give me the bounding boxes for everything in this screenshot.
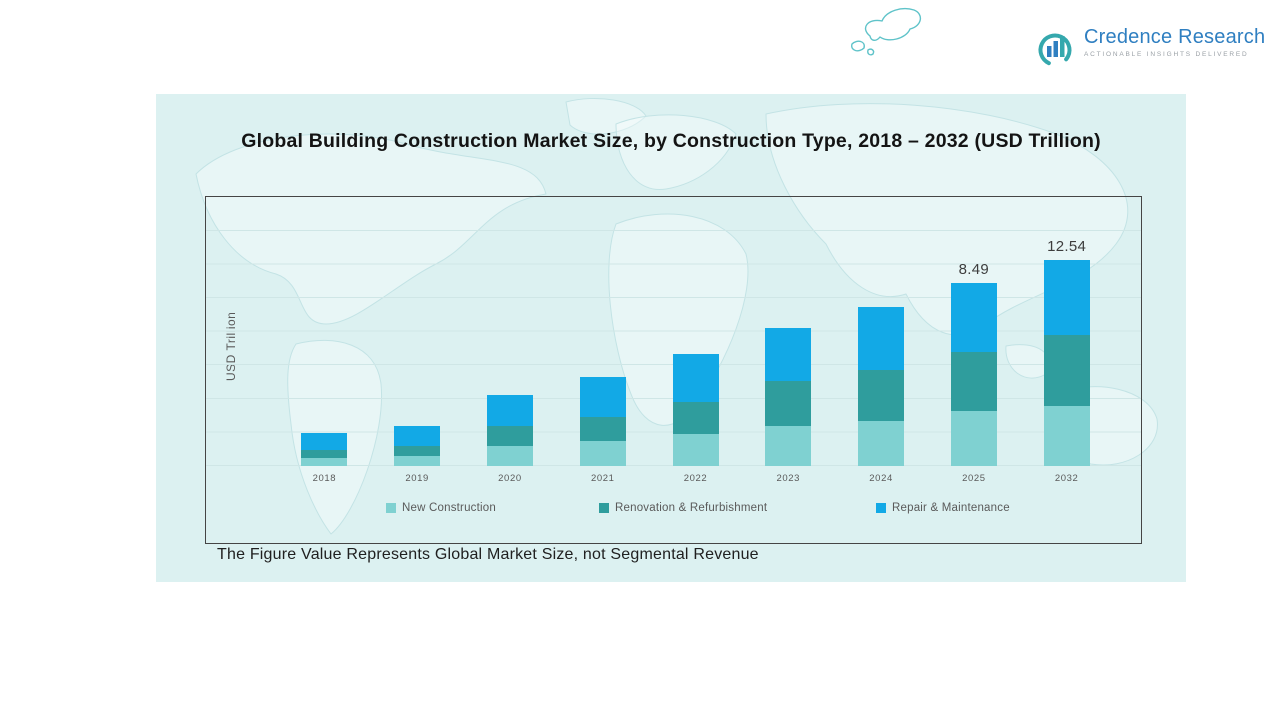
segment-repair-maintenance — [950, 283, 997, 352]
segment-repair-maintenance — [486, 395, 533, 427]
stacked-bar-2018 — [301, 433, 348, 466]
legend-swatch — [386, 503, 396, 513]
stacked-bar-2025 — [950, 283, 997, 466]
x-tick-2023: 2023 — [776, 473, 801, 484]
segment-new-construction — [765, 426, 812, 466]
segment-new-construction — [486, 446, 533, 466]
map-fragment-icon — [851, 7, 921, 56]
legend-item-repair-maintenance: Repair & Maintenance — [876, 502, 1010, 514]
legend: New Construction Renovation & Refurbishme… — [206, 502, 1141, 522]
stacked-bar-2032 — [1043, 259, 1090, 466]
bar-column-2021 — [556, 197, 649, 466]
x-tick-2032: 2032 — [1054, 473, 1079, 484]
logo-text-block: Credence Research Actionable Insights De… — [1084, 26, 1265, 58]
credence-logo-icon — [1038, 33, 1072, 67]
x-axis-labels: 2018 2019 2020 2021 2022 2023 2024 2025 2032 — [278, 473, 1113, 484]
segment-renovation-refurbishment — [301, 450, 348, 458]
x-tick-2025: 2025 — [962, 473, 986, 484]
stacked-bar-2024 — [858, 307, 905, 466]
segment-new-construction — [1043, 406, 1090, 466]
segment-repair-maintenance — [858, 307, 905, 370]
chart-title: Global Building Construction Market Size… — [241, 130, 1101, 152]
segment-repair-maintenance — [579, 376, 626, 417]
segment-renovation-refurbishment — [394, 446, 441, 457]
segment-new-construction — [672, 434, 719, 466]
logo-company-name: Credence Research — [1084, 26, 1266, 48]
data-label-2032: 12.54 — [1047, 237, 1087, 255]
stacked-bar-2019 — [394, 426, 441, 466]
x-tick-2018: 2018 — [312, 473, 337, 484]
stacked-bar-2021 — [579, 376, 626, 466]
segment-new-construction — [394, 456, 441, 466]
plot-area: 8.49 12.54 — [278, 197, 1113, 466]
bar-column-2024 — [835, 197, 928, 466]
segment-renovation-refurbishment — [1043, 335, 1090, 407]
bar-column-2020 — [464, 197, 557, 466]
bar-column-2025: 8.49 — [927, 197, 1020, 466]
data-label-2025: 8.49 — [958, 261, 990, 279]
footnote: The Figure Value Represents Global Marke… — [217, 546, 759, 563]
bar-column-2023 — [742, 197, 835, 466]
x-tick-2022: 2022 — [683, 473, 708, 484]
legend-swatch — [876, 503, 886, 513]
legend-item-new-construction: New Construction — [386, 502, 496, 514]
segment-repair-maintenance — [1043, 259, 1090, 336]
x-tick-2020: 2020 — [498, 473, 522, 484]
chart-panel: Global Building Construction Market Size… — [156, 94, 1186, 582]
segment-repair-maintenance — [394, 426, 441, 447]
bar-column-2032: 12.54 — [1020, 197, 1113, 466]
legend-item-renovation-refurbishment: Renovation & Refurbishment — [599, 502, 767, 514]
stacked-bar-2020 — [486, 395, 533, 466]
bar-column-2022 — [649, 197, 742, 466]
segment-repair-maintenance — [301, 433, 348, 450]
segment-renovation-refurbishment — [579, 416, 626, 442]
x-tick-2024: 2024 — [869, 473, 893, 484]
segment-renovation-refurbishment — [765, 381, 812, 427]
legend-label: New Construction — [402, 502, 496, 514]
segment-new-construction — [579, 441, 626, 466]
bar-column-2019 — [371, 197, 464, 466]
segment-renovation-refurbishment — [672, 401, 719, 435]
x-tick-2021: 2021 — [590, 473, 615, 484]
segment-renovation-refurbishment — [858, 369, 905, 422]
logo-tagline: Actionable Insights Delivered — [1084, 51, 1249, 58]
segment-new-construction — [950, 411, 997, 466]
legend-swatch — [599, 503, 609, 513]
segment-new-construction — [301, 458, 348, 466]
legend-label: Renovation & Refurbishment — [615, 502, 768, 514]
credence-research-logo: Credence Research Actionable Insights De… — [1035, 26, 1265, 70]
segment-new-construction — [858, 421, 905, 466]
bar-column-2018 — [278, 197, 371, 466]
segment-renovation-refurbishment — [950, 351, 997, 412]
map-fragment-decoration — [822, 2, 932, 67]
stacked-bar-2022 — [672, 353, 719, 466]
stacked-bar-2023 — [765, 327, 812, 466]
segment-repair-maintenance — [765, 327, 812, 382]
legend-label: Repair & Maintenance — [892, 502, 1010, 514]
segment-repair-maintenance — [672, 353, 719, 402]
x-tick-2019: 2019 — [405, 473, 429, 484]
segment-renovation-refurbishment — [486, 426, 533, 447]
